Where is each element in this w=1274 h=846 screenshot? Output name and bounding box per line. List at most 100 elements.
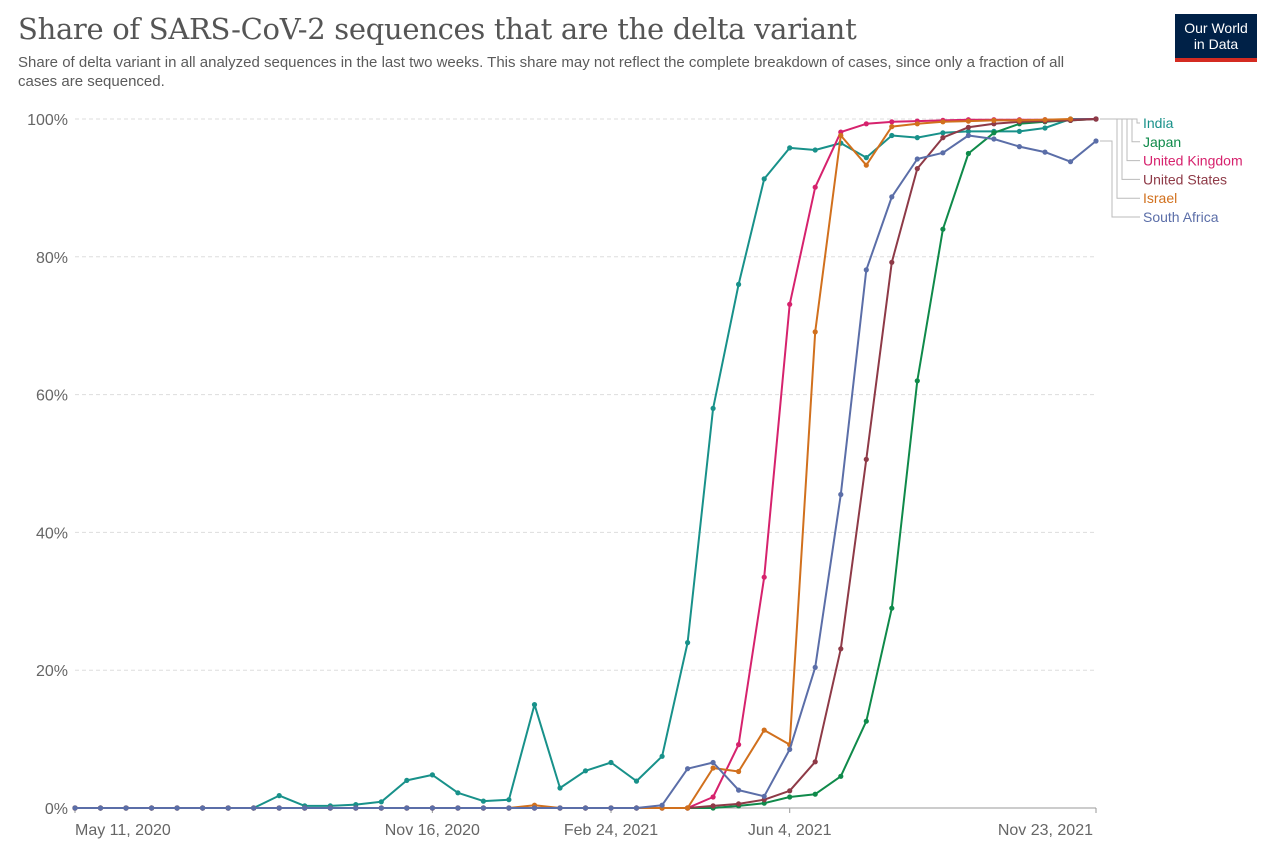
data-point[interactable]	[506, 797, 512, 803]
data-point[interactable]	[940, 130, 946, 136]
data-point[interactable]	[889, 259, 895, 265]
data-point[interactable]	[633, 778, 640, 784]
data-point[interactable]	[1042, 117, 1048, 123]
data-point[interactable]	[710, 759, 716, 766]
data-point[interactable]	[1042, 125, 1048, 131]
data-point[interactable]	[761, 793, 767, 799]
data-point[interactable]	[812, 184, 818, 190]
data-point[interactable]	[965, 132, 972, 139]
data-point[interactable]	[965, 124, 972, 130]
data-point[interactable]	[863, 456, 869, 462]
data-point[interactable]	[659, 802, 665, 808]
data-point[interactable]	[429, 805, 435, 811]
data-point[interactable]	[1093, 138, 1099, 144]
data-point[interactable]	[863, 155, 869, 161]
data-point[interactable]	[889, 124, 895, 130]
data-point[interactable]	[633, 805, 640, 811]
data-point[interactable]	[455, 805, 461, 811]
data-point[interactable]	[863, 718, 869, 724]
data-point[interactable]	[608, 759, 614, 766]
data-point[interactable]	[889, 194, 895, 200]
data-point[interactable]	[940, 150, 946, 156]
data-point[interactable]	[685, 805, 691, 811]
data-point[interactable]	[685, 640, 691, 646]
data-point[interactable]	[863, 162, 869, 168]
data-point[interactable]	[582, 805, 589, 811]
data-point[interactable]	[736, 281, 742, 287]
data-point[interactable]	[1016, 117, 1023, 123]
data-point[interactable]	[1093, 116, 1099, 122]
data-point[interactable]	[404, 777, 410, 784]
data-point[interactable]	[812, 791, 818, 797]
data-point[interactable]	[97, 805, 104, 811]
data-point[interactable]	[302, 805, 308, 811]
data-point[interactable]	[710, 803, 716, 809]
owid-logo[interactable]: Our World in Data	[1175, 14, 1257, 62]
data-point[interactable]	[914, 378, 920, 384]
data-point[interactable]	[812, 664, 818, 671]
legend-label[interactable]: Japan	[1143, 134, 1181, 150]
data-point[interactable]	[72, 805, 78, 811]
data-point[interactable]	[838, 646, 844, 652]
data-point[interactable]	[1042, 149, 1048, 155]
data-point[interactable]	[991, 130, 997, 136]
data-point[interactable]	[378, 805, 384, 811]
data-point[interactable]	[608, 805, 614, 811]
data-point[interactable]	[787, 145, 793, 151]
data-point[interactable]	[965, 118, 972, 124]
data-point[interactable]	[225, 805, 231, 811]
legend-label[interactable]: Israel	[1143, 190, 1177, 206]
data-point[interactable]	[838, 491, 844, 498]
data-point[interactable]	[991, 136, 997, 142]
data-point[interactable]	[378, 799, 384, 805]
data-point[interactable]	[761, 727, 767, 733]
legend-label[interactable]: United Kingdom	[1143, 153, 1243, 169]
data-point[interactable]	[965, 128, 972, 134]
data-point[interactable]	[1067, 116, 1074, 122]
legend-label[interactable]: United States	[1143, 171, 1227, 187]
data-point[interactable]	[736, 801, 742, 807]
data-point[interactable]	[736, 768, 742, 775]
data-point[interactable]	[1016, 144, 1023, 150]
data-point[interactable]	[251, 805, 257, 811]
data-point[interactable]	[276, 793, 282, 799]
data-point[interactable]	[710, 405, 716, 411]
data-point[interactable]	[812, 759, 818, 765]
data-point[interactable]	[582, 768, 589, 774]
data-point[interactable]	[761, 176, 767, 182]
data-point[interactable]	[863, 267, 869, 273]
data-point[interactable]	[327, 805, 333, 811]
legend-label[interactable]: India	[1143, 115, 1174, 131]
data-point[interactable]	[991, 117, 997, 123]
data-point[interactable]	[940, 226, 946, 232]
data-point[interactable]	[889, 119, 895, 125]
data-point[interactable]	[965, 150, 972, 157]
data-point[interactable]	[506, 805, 512, 811]
data-point[interactable]	[1016, 128, 1023, 134]
data-point[interactable]	[174, 805, 180, 811]
data-point[interactable]	[787, 746, 793, 753]
data-point[interactable]	[812, 147, 818, 153]
data-point[interactable]	[736, 787, 742, 793]
data-point[interactable]	[200, 805, 206, 811]
data-point[interactable]	[531, 805, 538, 811]
data-point[interactable]	[659, 753, 665, 759]
data-point[interactable]	[914, 156, 920, 162]
data-point[interactable]	[149, 805, 155, 811]
data-point[interactable]	[531, 702, 538, 708]
data-point[interactable]	[914, 121, 920, 127]
data-point[interactable]	[455, 790, 461, 796]
legend-label[interactable]: South Africa	[1143, 209, 1219, 225]
data-point[interactable]	[353, 805, 359, 811]
data-point[interactable]	[557, 785, 563, 791]
data-point[interactable]	[838, 132, 844, 139]
data-point[interactable]	[787, 794, 793, 800]
data-point[interactable]	[863, 121, 869, 127]
data-point[interactable]	[914, 135, 920, 141]
data-point[interactable]	[812, 329, 818, 335]
data-point[interactable]	[404, 805, 410, 811]
data-point[interactable]	[557, 805, 563, 811]
data-point[interactable]	[276, 805, 282, 811]
data-point[interactable]	[710, 794, 716, 800]
data-point[interactable]	[889, 605, 895, 611]
